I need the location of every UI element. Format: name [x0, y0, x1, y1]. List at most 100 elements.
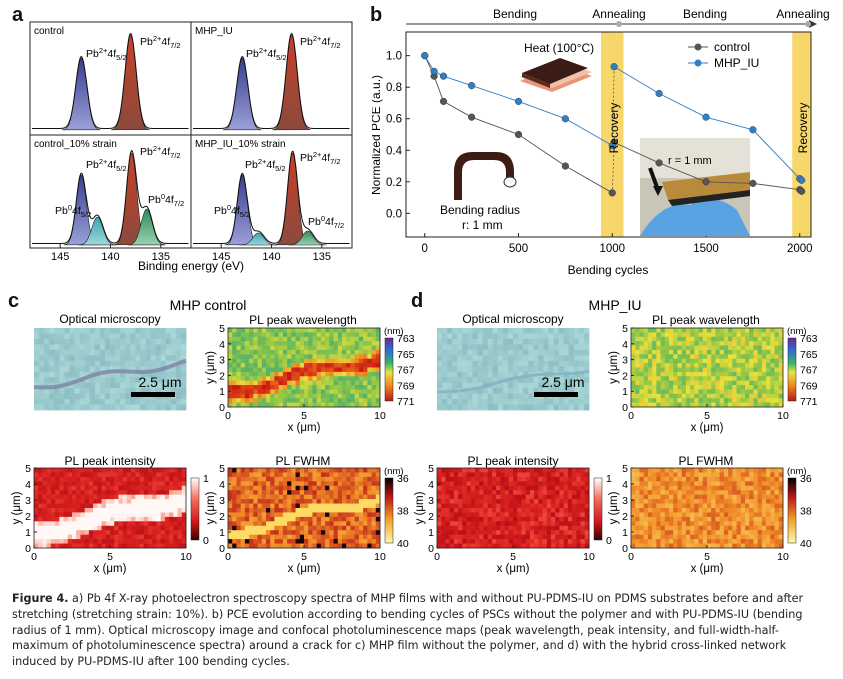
- point-control: [468, 113, 476, 121]
- map-ytick: 1: [428, 527, 434, 539]
- map-ytick: 5: [219, 323, 225, 335]
- heated-device-illustration: [520, 58, 592, 92]
- pce-ytick: 0.8: [386, 82, 402, 94]
- colorbar-label: 40: [397, 538, 409, 550]
- map-ytick: 2: [219, 511, 225, 523]
- map-ytick: 3: [25, 495, 31, 507]
- map-ytick: 4: [622, 479, 628, 491]
- panel-letter-b: b: [370, 4, 383, 26]
- colorbar-label: 771: [800, 396, 818, 408]
- xps-title-control-strain: control_10% strain: [34, 139, 117, 150]
- panel-c-fwhm-map: [227, 467, 381, 549]
- panel-d-intensity-map: [436, 467, 590, 549]
- pce-xtick: 1500: [693, 243, 719, 255]
- xps-envelope: [193, 150, 350, 244]
- map-xtick: 10: [374, 410, 386, 422]
- point-MHP_IU: [702, 113, 710, 121]
- map-ytick: 4: [219, 479, 225, 491]
- xps-peak-pb0-5-2: [78, 216, 117, 246]
- xps-label-pb0-5-2: Pb04f5/2: [55, 203, 91, 219]
- scale-bar-label: 2.5 μm: [541, 374, 584, 390]
- map-ytick: 2: [428, 511, 434, 523]
- panel-d-map-title: PL FWHM: [679, 454, 734, 468]
- panel-d-map-title: PL peak wavelength: [652, 313, 760, 327]
- map-xtick: 0: [31, 551, 37, 563]
- colorbar-label: 38: [800, 506, 812, 518]
- map-ytick: 4: [219, 339, 225, 351]
- point-MHP_IU: [439, 72, 448, 80]
- legend-mhp-iu: MHP_IU: [714, 56, 759, 70]
- point-MHP_IU: [610, 63, 618, 71]
- map-ytick: 1: [622, 527, 628, 539]
- map-xtick: 10: [777, 410, 789, 422]
- map-xtick: 0: [628, 551, 634, 563]
- map-ytick: 5: [428, 463, 434, 475]
- xps-peaks: [32, 32, 350, 246]
- point-control: [702, 178, 710, 186]
- annealing-bands: [601, 32, 811, 237]
- map-xtick: 5: [704, 551, 710, 563]
- panel-d-title: MHP_IU: [589, 297, 642, 313]
- xps-xtick: 140: [101, 251, 119, 263]
- map-xlabel: x (μm): [691, 563, 724, 575]
- map-xtick: 0: [225, 551, 231, 563]
- colorbar-label: 38: [397, 506, 409, 518]
- pce-xtick: 1000: [599, 243, 625, 255]
- map-ytick: 3: [622, 495, 628, 507]
- panel-c-intensity-map: [33, 467, 187, 549]
- panel-c-map-title: PL peak intensity: [65, 454, 156, 468]
- map-ytick: 0: [219, 543, 225, 555]
- point-control: [608, 189, 616, 197]
- xps-ticks: 145 140 135 145 140 135: [51, 244, 331, 263]
- pce-ytick: 0.0: [386, 208, 402, 220]
- map-xtick: 0: [225, 410, 231, 422]
- photo-radius-label: r = 1 mm: [668, 155, 712, 167]
- panel-letter-a: a: [12, 4, 24, 26]
- scale-bar: [131, 392, 175, 397]
- map-xlabel: x (μm): [497, 563, 530, 575]
- scale-bar-label: 2.5 μm: [138, 374, 181, 390]
- colorbar-label: 763: [397, 333, 415, 345]
- xps-label-pb2-7-2: Pb2+4f7/2: [140, 34, 181, 50]
- colorbar-label: 769: [397, 380, 415, 392]
- figure-caption: Figure 4. a) Pb 4f X-ray photoelectron s…: [12, 591, 834, 670]
- panel-letter-d: d: [411, 290, 424, 312]
- pce-axes: 0 500 1000 1500 2000 0.0 0.2 0.4 0.6 0.8 1.0: [386, 51, 813, 255]
- xps-xlabel: Binding energy (eV): [138, 259, 244, 273]
- map-xtick: 10: [777, 551, 789, 563]
- panel-c-wavelength-map: [227, 327, 381, 408]
- colorbar-label: 769: [800, 380, 818, 392]
- xps-xtick: 135: [152, 251, 170, 263]
- colorbar-label: 0: [203, 535, 209, 547]
- pce-ytick: 0.4: [386, 145, 403, 157]
- map-ytick: 3: [428, 495, 434, 507]
- xps-label-pb0-5-2: Pb04f5/2: [214, 203, 250, 219]
- colorbar-label: 0: [606, 535, 612, 547]
- point-MHP_IU: [655, 89, 663, 98]
- panel-d-intensity-colorbar: 10: [593, 473, 612, 547]
- point-MHP_IU: [514, 97, 523, 105]
- map-ytick: 0: [25, 543, 31, 555]
- map-xtick: 10: [180, 551, 192, 563]
- scale-bar: [534, 392, 578, 397]
- legend-control: control: [714, 40, 750, 54]
- map-ytick: 2: [219, 370, 225, 382]
- xps-peak-pb0-7-2: [288, 230, 327, 246]
- phase-bending-1: Bending: [493, 7, 537, 21]
- map-ytick: 4: [622, 339, 628, 351]
- pce-plot-frame: [405, 31, 812, 238]
- colorbar-label: 36: [397, 473, 409, 485]
- pce-xtick: 500: [509, 243, 528, 255]
- pce-ytick: 0.2: [386, 177, 402, 189]
- xps-xtick: 145: [212, 251, 230, 263]
- map-ytick: 1: [25, 527, 31, 539]
- point-control: [561, 162, 569, 170]
- xps-peak-pb2-7-2: [272, 34, 311, 131]
- map-ytick: 5: [622, 323, 628, 335]
- panel-d-map-title: PL peak intensity: [468, 454, 559, 468]
- annealing-band-2: [792, 32, 811, 237]
- map-xtick: 5: [704, 410, 710, 422]
- point-MHP_IU: [421, 52, 429, 60]
- map-ytick: 0: [622, 402, 628, 414]
- colorbar-label: 40: [800, 538, 812, 550]
